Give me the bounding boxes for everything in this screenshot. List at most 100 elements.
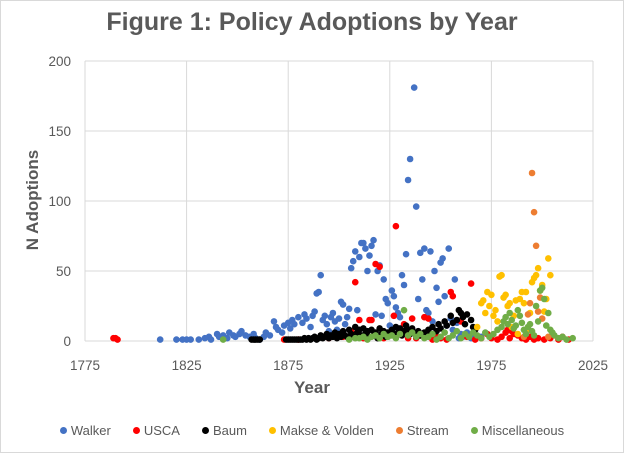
data-point [341,320,349,328]
legend-marker-icon [132,427,140,434]
data-point [295,313,302,321]
data-point [445,245,453,252]
data-point [547,271,554,279]
x-tick-label: 1875 [273,358,303,373]
data-point [520,299,528,307]
data-point [542,322,550,329]
data-point [477,334,485,342]
data-point [392,304,400,311]
data-point [457,334,465,342]
data-point [425,315,432,322]
data-point [187,336,194,343]
data-point [461,320,469,328]
legend-item: Baum [201,423,247,438]
data-point [380,276,388,283]
data-point [421,245,428,252]
data-point [351,248,359,255]
data-point [569,334,576,342]
data-point [524,311,532,318]
data-point [504,320,511,328]
legend-item: USCA [132,423,180,438]
data-point [173,336,180,343]
data-point [479,297,487,304]
legend-marker-icon [59,427,67,434]
data-point [429,330,436,338]
data-point [514,306,522,314]
legend-label: Stream [406,423,449,438]
data-point [453,316,461,324]
data-point [429,323,436,331]
data-point [467,316,475,324]
data-point [400,281,408,289]
data-point [396,313,404,321]
data-point [563,336,570,343]
data-point [482,309,489,317]
legend-label: Baum [212,423,247,438]
data-point [522,288,530,296]
data-point [351,278,359,286]
data-point [534,308,542,315]
data-points [110,84,576,343]
data-point [532,242,540,250]
data-point [486,302,493,310]
data-point [512,322,520,329]
data-point [414,295,422,303]
data-point [492,306,499,314]
data-point [532,271,540,279]
data-point [396,330,404,338]
x-axis-label: Year [294,378,330,397]
data-point [408,315,416,322]
data-point [364,267,371,275]
data-point [335,315,343,322]
legend-marker-icon [395,427,403,434]
data-point [195,336,203,343]
series-walker [156,84,485,343]
y-tick-labels: 0 50 100 150 200 [48,54,71,349]
data-point [329,309,337,317]
data-point [384,299,392,307]
data-point [498,271,505,279]
data-point [266,332,274,339]
y-tick-label: 200 [48,54,71,69]
data-point [270,318,278,325]
data-point [490,312,497,320]
data-point [443,322,450,329]
data-point [339,301,347,308]
legend: Walker USCA Baum Makse & Volden Stream Miscel… [0,423,624,438]
data-point [425,309,432,317]
data-point [516,312,524,320]
data-point [534,264,542,272]
legend-label: Makse & Volden [279,423,374,438]
data-point [219,336,227,343]
data-point [400,306,408,314]
data-point [360,239,367,247]
data-point [392,334,400,342]
data-point [376,334,383,342]
data-point [390,312,398,320]
data-point [494,318,501,325]
data-point [437,325,444,332]
data-point [427,248,434,255]
legend-item: Makse & Volden [268,423,374,438]
data-point [307,323,314,331]
legend-marker-icon [268,427,276,434]
data-point [347,264,355,272]
data-point [447,312,455,320]
legend-label: USCA [143,423,180,438]
data-point [362,245,369,252]
data-point [353,306,361,314]
data-point [544,255,552,262]
data-point [532,302,540,310]
x-tick-label: 1775 [70,358,100,373]
data-point [256,336,264,343]
legend-label: Miscellaneous [481,423,565,438]
y-tick-label: 50 [56,264,71,279]
data-point [506,299,513,307]
data-point [453,327,461,335]
legend-item: Miscellaneous [470,423,565,438]
data-point [343,313,351,321]
data-point [522,330,530,338]
x-tick-label: 1925 [375,358,405,373]
